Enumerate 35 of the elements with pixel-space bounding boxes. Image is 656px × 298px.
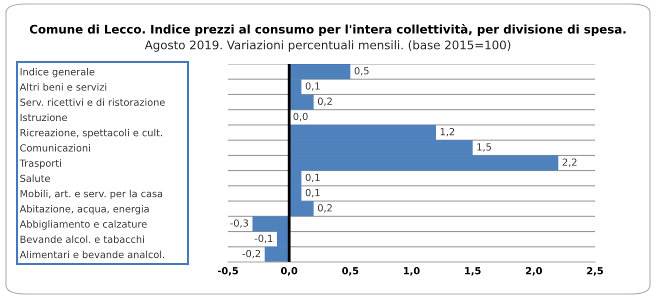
data-label: 0,0 xyxy=(293,112,308,122)
y-tick-label: Altri beni e servizi xyxy=(20,83,106,91)
data-label: 1,2 xyxy=(440,128,454,136)
data-label: 2,2 xyxy=(562,158,576,167)
y-tick-label: Alimentari e bevande analcol. xyxy=(20,250,164,258)
x-tick-label: 2,0 xyxy=(526,267,542,276)
y-tick-label: Comunicazioni xyxy=(20,144,90,152)
data-label: 0,1 xyxy=(306,82,320,91)
chart-title: Comune di Lecco. Indice prezzi al consumo per l'intera collettività, per divisione di spesa. xyxy=(30,24,626,36)
y-tick-label: Ricreazione, spettacoli e cult. xyxy=(20,128,162,138)
y-tick-label: Serv. ricettivi e di ristorazione xyxy=(20,98,165,106)
x-tick-label: 1,5 xyxy=(465,267,481,276)
data-label: 0,2 xyxy=(318,98,332,106)
data-label: 0,1 xyxy=(306,188,320,198)
data-label: 0,1 xyxy=(306,174,320,182)
y-tick-label: Abitazione, acqua, energia xyxy=(20,205,149,214)
x-tick-label: 0,5 xyxy=(342,267,358,276)
x-tick-label: 1,0 xyxy=(404,267,420,276)
data-label: 0,5 xyxy=(354,67,369,76)
y-tick-label: Bevande alcol. e tabacchi xyxy=(20,235,144,243)
y-tick-label: Abbigliamento e calzature xyxy=(20,220,147,230)
chart-subtitle: Agosto 2019. Variazioni percentuali mensili. (base 2015=100) xyxy=(144,40,510,52)
data-label: -0,3 xyxy=(230,219,248,228)
x-tick-label: 0,0 xyxy=(281,267,298,276)
y-tick-label: Istruzione xyxy=(20,114,67,122)
y-tick-label: Mobili, art. e serv. per la casa xyxy=(20,190,162,200)
y-tick-label: Salute xyxy=(20,174,50,182)
data-label: 0,2 xyxy=(318,204,332,213)
x-tick-label: 2,5 xyxy=(587,267,603,276)
x-tick-label: -0,5 xyxy=(218,267,238,276)
data-label: 1,5 xyxy=(477,143,491,152)
data-label: -0,2 xyxy=(242,250,260,258)
y-tick-label: Indice generale xyxy=(20,68,94,78)
data-label: -0,1 xyxy=(254,234,272,243)
y-tick-label: Trasporti xyxy=(20,159,61,169)
